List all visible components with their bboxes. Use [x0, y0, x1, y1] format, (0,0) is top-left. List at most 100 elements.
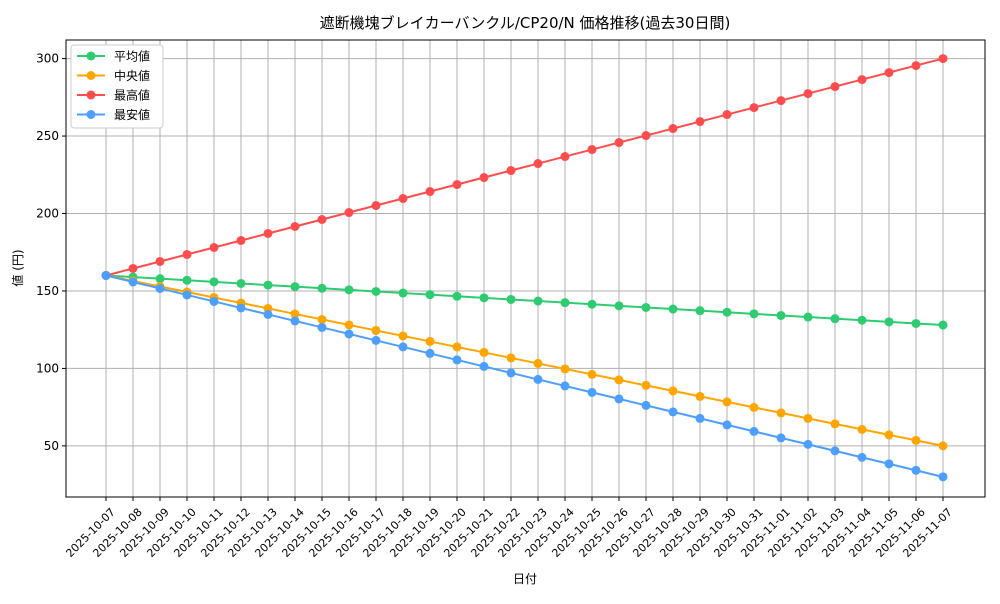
series-line: [105, 57, 944, 277]
data-point: [749, 426, 759, 436]
data-point: [884, 430, 894, 440]
data-point: [371, 286, 381, 296]
legend-label: 平均値: [114, 49, 150, 64]
data-point: [398, 288, 408, 298]
data-point: [614, 394, 624, 404]
data-point: [344, 320, 354, 330]
data-point: [857, 75, 867, 85]
data-point: [587, 299, 597, 309]
data-point: [803, 312, 813, 322]
legend-marker: [86, 90, 96, 100]
data-point: [614, 138, 624, 148]
data-point: [695, 391, 705, 401]
data-point: [236, 278, 246, 288]
data-point: [884, 459, 894, 469]
series-line: [105, 274, 944, 447]
data-point: [776, 96, 786, 106]
data-point: [614, 301, 624, 311]
data-point: [290, 309, 300, 319]
data-point: [668, 124, 678, 134]
data-point: [398, 194, 408, 204]
data-point: [209, 277, 219, 287]
series-3: [101, 270, 948, 482]
data-point: [803, 413, 813, 423]
data-point: [371, 335, 381, 345]
data-point: [722, 307, 732, 317]
plot-frame: [65, 39, 986, 498]
legend-label: 最高値: [114, 88, 150, 103]
plot-background: [66, 40, 985, 497]
series-line: [105, 274, 944, 478]
data-point: [209, 296, 219, 306]
data-point: [749, 402, 759, 412]
data-point: [857, 424, 867, 434]
data-point: [857, 452, 867, 462]
data-point: [668, 386, 678, 396]
data-point: [128, 263, 138, 273]
data-point: [641, 400, 651, 410]
legend-marker: [86, 110, 96, 119]
y-tick-label: 200: [36, 207, 59, 221]
data-point: [371, 325, 381, 335]
data-point: [830, 314, 840, 324]
data-point: [911, 318, 921, 328]
data-point: [182, 290, 192, 300]
data-point: [830, 419, 840, 429]
legend-marker: [86, 71, 96, 80]
data-point: [290, 282, 300, 292]
data-point: [884, 317, 894, 327]
data-point: [533, 358, 543, 368]
data-point: [344, 285, 354, 295]
data-point: [425, 187, 435, 197]
data-point: [560, 381, 570, 391]
data-point: [722, 397, 732, 407]
data-point: [830, 82, 840, 92]
data-point: [263, 309, 273, 319]
data-point: [479, 361, 489, 371]
data-point: [722, 420, 732, 430]
x-axis-label: 日付: [513, 572, 537, 586]
y-tick-label: 250: [36, 129, 59, 143]
chart-title: 遮断機塊ブレイカーバンクル/CP20/N 価格推移(過去30日間): [320, 14, 731, 32]
data-point: [398, 331, 408, 341]
data-point: [155, 274, 165, 284]
data-point: [479, 173, 489, 183]
data-point: [263, 228, 273, 238]
data-point: [155, 256, 165, 266]
data-point: [938, 320, 948, 330]
data-point: [695, 117, 705, 127]
data-point: [506, 368, 516, 378]
data-point: [317, 283, 327, 293]
data-point: [263, 280, 273, 290]
y-tick-label: 100: [36, 361, 59, 375]
legend-marker: [86, 51, 96, 61]
data-point: [803, 439, 813, 449]
data-point: [830, 446, 840, 456]
data-point: [425, 348, 435, 358]
data-point: [749, 103, 759, 113]
data-point: [317, 215, 327, 225]
data-point: [641, 380, 651, 390]
data-point: [776, 408, 786, 418]
data-point: [749, 309, 759, 319]
y-tick-label: 50: [44, 439, 59, 453]
data-point: [479, 347, 489, 357]
data-point: [506, 166, 516, 176]
data-point: [533, 159, 543, 169]
data-point: [533, 296, 543, 306]
data-point: [425, 336, 435, 346]
data-point: [344, 329, 354, 339]
data-point: [911, 435, 921, 445]
y-tick-label: 150: [36, 284, 59, 298]
data-point: [938, 54, 948, 64]
data-point: [587, 369, 597, 379]
data-point: [236, 303, 246, 313]
data-point: [587, 145, 597, 155]
y-tick-label: 300: [36, 52, 59, 66]
data-point: [776, 433, 786, 443]
data-point: [290, 316, 300, 326]
legend-box: [70, 44, 164, 129]
data-point: [506, 353, 516, 363]
data-point: [101, 270, 111, 280]
